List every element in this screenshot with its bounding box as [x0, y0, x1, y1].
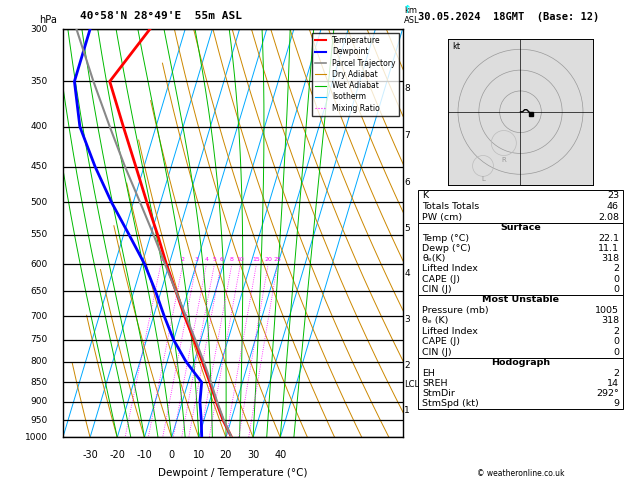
Text: 46: 46 — [607, 202, 619, 210]
Text: Mixing Ratio  (g/kg): Mixing Ratio (g/kg) — [442, 189, 451, 278]
Text: 3: 3 — [194, 257, 198, 262]
Text: L: L — [481, 175, 485, 181]
Text: 318: 318 — [601, 254, 619, 263]
Text: Lifted Index: Lifted Index — [422, 327, 478, 336]
Text: 1005: 1005 — [595, 306, 619, 315]
Text: 1000: 1000 — [25, 433, 48, 442]
Text: 22.1: 22.1 — [598, 233, 619, 243]
Text: Most Unstable: Most Unstable — [482, 295, 559, 304]
Text: 23: 23 — [607, 191, 619, 200]
Text: 2.08: 2.08 — [598, 212, 619, 222]
Text: 8: 8 — [404, 84, 410, 93]
Text: 15: 15 — [252, 257, 260, 262]
Text: 5: 5 — [404, 224, 410, 233]
Text: -30: -30 — [82, 450, 98, 460]
Text: StmDir: StmDir — [422, 389, 455, 398]
Text: -20: -20 — [109, 450, 125, 460]
Text: θₑ (K): θₑ (K) — [422, 316, 448, 325]
Text: 10: 10 — [237, 257, 244, 262]
Text: 6: 6 — [219, 257, 223, 262]
Text: 20: 20 — [220, 450, 232, 460]
Text: CAPE (J): CAPE (J) — [422, 275, 460, 284]
Text: 0: 0 — [613, 337, 619, 347]
Text: 650: 650 — [30, 287, 48, 296]
Text: 450: 450 — [30, 162, 48, 171]
Text: 1: 1 — [404, 406, 410, 416]
Text: 7: 7 — [404, 131, 410, 140]
Text: K: K — [422, 191, 428, 200]
Text: 2: 2 — [613, 264, 619, 273]
Text: 4: 4 — [204, 257, 208, 262]
Text: Pressure (mb): Pressure (mb) — [422, 306, 489, 315]
Text: θₑ(K): θₑ(K) — [422, 254, 445, 263]
Text: 25: 25 — [274, 257, 281, 262]
Text: 0: 0 — [169, 450, 175, 460]
Text: 0: 0 — [613, 275, 619, 284]
Text: Dewp (°C): Dewp (°C) — [422, 244, 471, 253]
Text: 2: 2 — [181, 257, 185, 262]
Text: CIN (J): CIN (J) — [422, 285, 452, 294]
Text: StmSpd (kt): StmSpd (kt) — [422, 399, 479, 408]
Text: 350: 350 — [30, 77, 48, 86]
Text: 550: 550 — [30, 230, 48, 239]
Text: EH: EH — [422, 368, 435, 378]
Text: PW (cm): PW (cm) — [422, 212, 462, 222]
Text: 14: 14 — [607, 379, 619, 388]
Text: 2: 2 — [404, 362, 410, 370]
Text: 2: 2 — [613, 327, 619, 336]
Text: 20: 20 — [264, 257, 272, 262]
Text: 800: 800 — [30, 357, 48, 366]
Text: 0: 0 — [613, 348, 619, 357]
Text: Surface: Surface — [500, 223, 541, 232]
Text: SREH: SREH — [422, 379, 448, 388]
Text: CAPE (J): CAPE (J) — [422, 337, 460, 347]
Text: ↑: ↑ — [403, 5, 412, 15]
Text: 700: 700 — [30, 312, 48, 321]
Text: 300: 300 — [30, 25, 48, 34]
Text: 318: 318 — [601, 316, 619, 325]
Text: Dewpoint / Temperature (°C): Dewpoint / Temperature (°C) — [158, 468, 308, 478]
Text: 400: 400 — [30, 122, 48, 131]
Text: CIN (J): CIN (J) — [422, 348, 452, 357]
Text: hPa: hPa — [39, 15, 57, 25]
Text: Hodograph: Hodograph — [491, 358, 550, 367]
Text: 11.1: 11.1 — [598, 244, 619, 253]
Text: © weatheronline.co.uk: © weatheronline.co.uk — [477, 469, 564, 478]
Text: 950: 950 — [30, 416, 48, 424]
Text: 750: 750 — [30, 335, 48, 345]
Text: R: R — [501, 157, 506, 163]
Text: 900: 900 — [30, 397, 48, 406]
Text: km
ASL: km ASL — [404, 6, 420, 25]
Text: 4: 4 — [404, 269, 410, 278]
Text: 3: 3 — [404, 315, 410, 324]
Legend: Temperature, Dewpoint, Parcel Trajectory, Dry Adiabat, Wet Adiabat, Isotherm, Mi: Temperature, Dewpoint, Parcel Trajectory… — [311, 33, 399, 116]
Text: Temp (°C): Temp (°C) — [422, 233, 469, 243]
Text: 40: 40 — [274, 450, 286, 460]
Text: Totals Totals: Totals Totals — [422, 202, 479, 210]
Text: 1: 1 — [159, 257, 163, 262]
Text: 292°: 292° — [596, 389, 619, 398]
Text: 30: 30 — [247, 450, 259, 460]
Text: 600: 600 — [30, 260, 48, 269]
Text: kt: kt — [452, 42, 460, 52]
Text: 9: 9 — [613, 399, 619, 408]
Text: 500: 500 — [30, 198, 48, 207]
Text: 2: 2 — [613, 368, 619, 378]
Text: 30.05.2024  18GMT  (Base: 12): 30.05.2024 18GMT (Base: 12) — [418, 12, 599, 22]
Text: 6: 6 — [404, 178, 410, 187]
Text: -10: -10 — [136, 450, 152, 460]
Text: Lifted Index: Lifted Index — [422, 264, 478, 273]
Text: 40°58'N 28°49'E  55m ASL: 40°58'N 28°49'E 55m ASL — [80, 11, 242, 21]
Text: 10: 10 — [192, 450, 205, 460]
Text: 5: 5 — [213, 257, 216, 262]
Text: 0: 0 — [613, 285, 619, 294]
Text: 8: 8 — [230, 257, 234, 262]
Text: LCL: LCL — [404, 380, 420, 389]
Text: 850: 850 — [30, 378, 48, 387]
